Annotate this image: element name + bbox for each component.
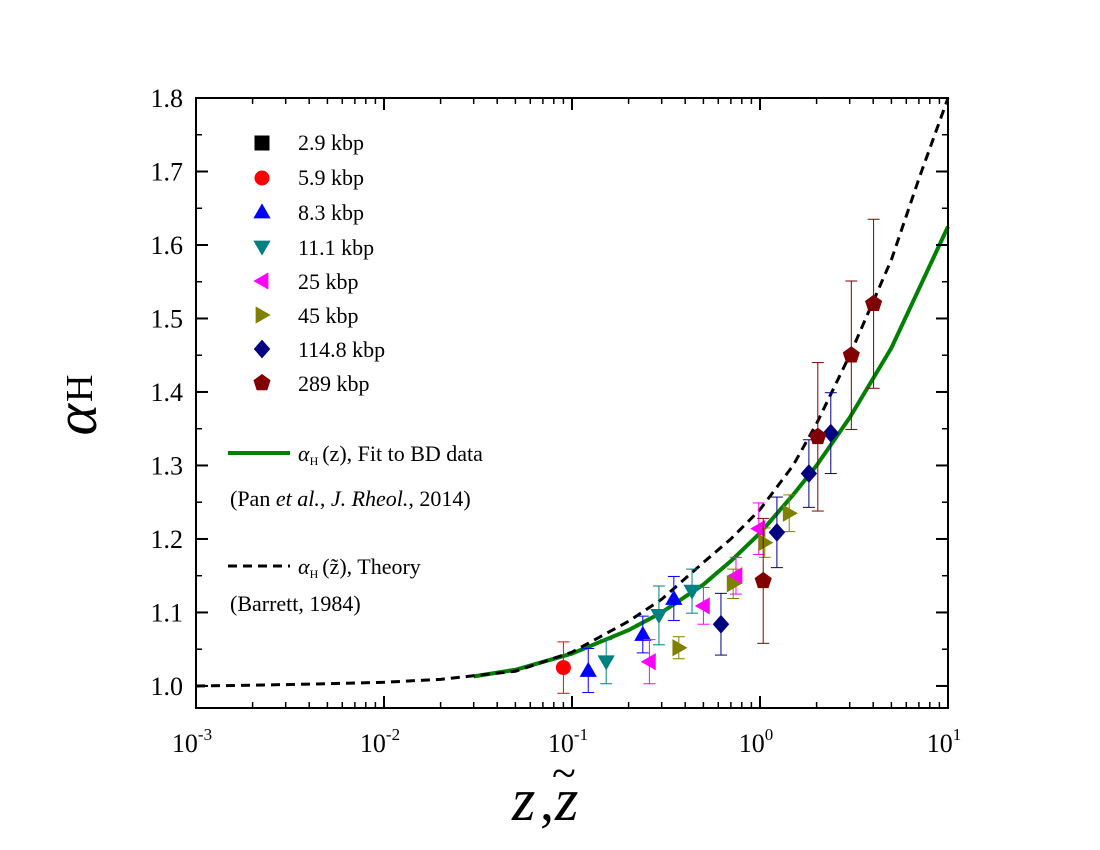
legend-marker-0 <box>254 135 270 151</box>
curves-layer <box>195 97 950 688</box>
data-point-s7-p1 <box>809 362 827 512</box>
data-point-s3-p0 <box>597 639 615 685</box>
legend-label-5: 45 kbp <box>298 303 359 328</box>
marker <box>694 597 710 615</box>
marker <box>640 653 656 671</box>
legend-marker-6 <box>253 339 271 359</box>
legend-citation-fit: (Pan et al., J. Rheol., 2014) <box>230 486 471 511</box>
data-point-s4-p2 <box>727 556 743 595</box>
svg-text:αH: αH <box>43 375 109 436</box>
svg-text:z: z <box>511 767 535 833</box>
tick-labels-layer: 10-3 10-2 10-1 100 101 1.0 1.1 1.2 1.3 1.4 1.5 1.6 1… <box>151 84 962 758</box>
x-tick-label-0: 10-3 <box>172 725 212 758</box>
marker <box>750 520 766 538</box>
marker <box>822 423 840 443</box>
legend-marker-5 <box>255 306 271 324</box>
theory-curve <box>195 97 950 688</box>
marker <box>754 571 772 589</box>
legend-marker-3 <box>253 240 271 256</box>
legend-label-4: 25 kbp <box>298 269 359 294</box>
marker <box>782 504 798 522</box>
y-axis-title: αH <box>43 375 109 436</box>
marker <box>712 614 730 634</box>
legend-label-6: 114.8 kbp <box>298 337 385 362</box>
legend-label-3: 11.1 kbp <box>298 235 374 260</box>
legend-marker-7 <box>253 374 271 391</box>
marker <box>758 534 774 552</box>
marker <box>634 625 652 641</box>
x-axis-title: z , z ~ <box>511 749 578 833</box>
marker <box>665 589 683 605</box>
marker <box>800 464 818 483</box>
marker <box>555 660 571 676</box>
data-point-s6-p1 <box>768 496 786 569</box>
data-point-s2-p0 <box>579 647 597 694</box>
svg-text:,: , <box>540 771 554 833</box>
data-point-s6-p2 <box>800 439 818 508</box>
y-tick-label-0: 1.0 <box>151 672 184 701</box>
legend-marker-4 <box>253 272 269 290</box>
legend-label-1: 5.9 kbp <box>298 165 364 190</box>
marker <box>809 427 827 445</box>
y-tick-label-6: 1.6 <box>151 231 184 260</box>
x-tick-label-4: 101 <box>927 725 962 758</box>
marker <box>650 609 668 625</box>
legend-label-2: 8.3 kbp <box>298 200 364 225</box>
y-tick-label-4: 1.4 <box>151 378 184 407</box>
y-tick-label-2: 1.2 <box>151 525 184 554</box>
x-tick-label-2: 10-1 <box>548 725 588 758</box>
ticks-layer <box>195 97 949 708</box>
svg-text:z: z <box>554 767 578 833</box>
legend-label-fit: αH (z), Fit to BD data <box>298 441 483 468</box>
points-layer <box>555 218 883 694</box>
data-point-s3-p1 <box>650 585 668 646</box>
data-point-s5-p0 <box>672 636 688 660</box>
data-point-s7-p0 <box>754 517 772 644</box>
y-tick-label-5: 1.5 <box>151 304 184 333</box>
data-point-s6-p0 <box>712 592 730 656</box>
data-point-s5-p3 <box>782 494 798 533</box>
marker <box>727 567 743 585</box>
marker <box>683 584 701 600</box>
fit-curve <box>473 225 950 679</box>
data-point-s3-p2 <box>683 568 701 614</box>
y-tick-label-8: 1.8 <box>151 84 184 113</box>
legend-markers <box>253 135 271 391</box>
x-tick-label-1: 10-2 <box>360 725 400 758</box>
legend-label-0: 2.9 kbp <box>298 130 364 155</box>
legend-label-7: 289 kbp <box>298 371 370 396</box>
legend-marker-2 <box>253 203 271 219</box>
marker <box>726 575 742 593</box>
svg-text:~: ~ <box>552 749 576 798</box>
marker <box>842 346 860 363</box>
data-point-s4-p1 <box>694 586 710 625</box>
legend-label-theory: αH (z̃), Theory <box>298 554 421 581</box>
data-point-s1-p0 <box>555 641 571 694</box>
data-point-s6-p3 <box>822 392 840 475</box>
y-tick-label-3: 1.3 <box>151 451 184 480</box>
data-point-s5-p1 <box>726 568 742 599</box>
x-tick-label-3: 100 <box>739 725 774 758</box>
marker <box>579 661 597 677</box>
y-tick-label-7: 1.7 <box>151 157 184 186</box>
data-point-s7-p3 <box>865 218 883 389</box>
marker <box>672 639 688 657</box>
marker <box>865 294 883 312</box>
data-point-s7-p2 <box>842 280 860 430</box>
legend-marker-1 <box>254 170 270 186</box>
legend: 2.9 kbp 5.9 kbp 8.3 kbp 11.1 kbp 25 kbp … <box>228 130 483 616</box>
y-tick-label-1: 1.1 <box>151 598 184 627</box>
data-point-s5-p2 <box>758 527 774 558</box>
legend-citation-theory: (Barrett, 1984) <box>230 591 361 616</box>
marker <box>768 522 786 542</box>
marker <box>597 655 615 671</box>
data-point-s2-p1 <box>634 615 652 654</box>
data-point-s2-p2 <box>665 575 683 622</box>
data-point-s4-p0 <box>640 639 656 685</box>
